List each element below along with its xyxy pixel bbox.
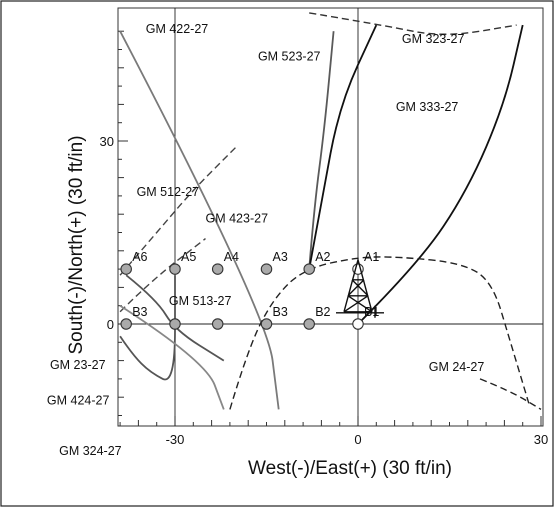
series-line-7 bbox=[125, 274, 225, 362]
station-label-3: A3 bbox=[273, 250, 288, 264]
station-point-0 bbox=[120, 263, 132, 275]
label-layer: GM 422-27 GM 523-27 GM 323-27 GM 333-27 GM 5… bbox=[47, 22, 484, 458]
well-label-3: GM 333-27 bbox=[396, 100, 459, 114]
series-line-8 bbox=[119, 275, 176, 381]
station-label-1: A5 bbox=[181, 250, 196, 264]
tick-layer: -30 0 30 0 30 bbox=[100, 134, 549, 447]
station-point-9 bbox=[260, 318, 273, 330]
series-line-10 bbox=[229, 256, 530, 410]
y-tick-label-0: 0 bbox=[107, 317, 114, 332]
x-tick-label-0: -30 bbox=[166, 432, 185, 447]
series-line-9 bbox=[119, 304, 225, 410]
station-point-11 bbox=[352, 318, 364, 330]
well-label-10: GM 324-27 bbox=[59, 444, 122, 458]
station-point-7 bbox=[169, 318, 181, 330]
station-point-2 bbox=[211, 263, 224, 275]
station-label-5: A1 bbox=[364, 250, 379, 264]
y-axis-label: South(-)/North(+) (30 ft/in) bbox=[66, 135, 87, 354]
well-label-0: GM 422-27 bbox=[146, 22, 209, 36]
series-line-0 bbox=[119, 30, 280, 410]
well-label-5: GM 423-27 bbox=[206, 212, 269, 226]
y-tick-label-1: 30 bbox=[100, 134, 114, 149]
well-label-7: GM 23-27 bbox=[50, 358, 106, 372]
well-label-4: GM 512-27 bbox=[137, 185, 200, 199]
station-label-2: A4 bbox=[224, 250, 239, 264]
x-tick-label-2: 30 bbox=[534, 432, 548, 447]
station-point-1 bbox=[169, 263, 181, 275]
station-point-3 bbox=[260, 263, 273, 275]
station-point-4 bbox=[303, 263, 315, 275]
series-line-1 bbox=[308, 31, 335, 270]
well-label-1: GM 523-27 bbox=[258, 49, 321, 63]
station-label-0: A6 bbox=[132, 250, 147, 264]
station-label-9: B3 bbox=[273, 305, 288, 319]
station-point-10 bbox=[303, 318, 315, 330]
plot-frame bbox=[117, 7, 544, 427]
series-line-2 bbox=[309, 12, 517, 35]
station-label-4: A2 bbox=[315, 250, 330, 264]
station-label-6: B3 bbox=[132, 305, 147, 319]
well-label-8: GM 424-27 bbox=[47, 394, 110, 408]
well-label-9: GM 24-27 bbox=[429, 360, 485, 374]
station-label-10: B2 bbox=[315, 305, 330, 319]
station-point-8 bbox=[211, 318, 224, 330]
rig-icon bbox=[336, 257, 384, 318]
series-line-6 bbox=[119, 238, 206, 313]
series-line-4 bbox=[357, 24, 524, 325]
series-line-11 bbox=[479, 378, 542, 411]
well-label-2: GM 323-27 bbox=[402, 32, 465, 46]
x-tick-label-1: 0 bbox=[354, 432, 361, 447]
series-line-3 bbox=[308, 24, 378, 270]
x-axis-label: West(-)/East(+) (30 ft/in) bbox=[248, 458, 452, 479]
station-point-6 bbox=[120, 318, 132, 330]
series-layer bbox=[119, 12, 542, 411]
well-label-6: GM 513-27 bbox=[169, 294, 232, 308]
rig-icon-shape bbox=[336, 257, 384, 318]
